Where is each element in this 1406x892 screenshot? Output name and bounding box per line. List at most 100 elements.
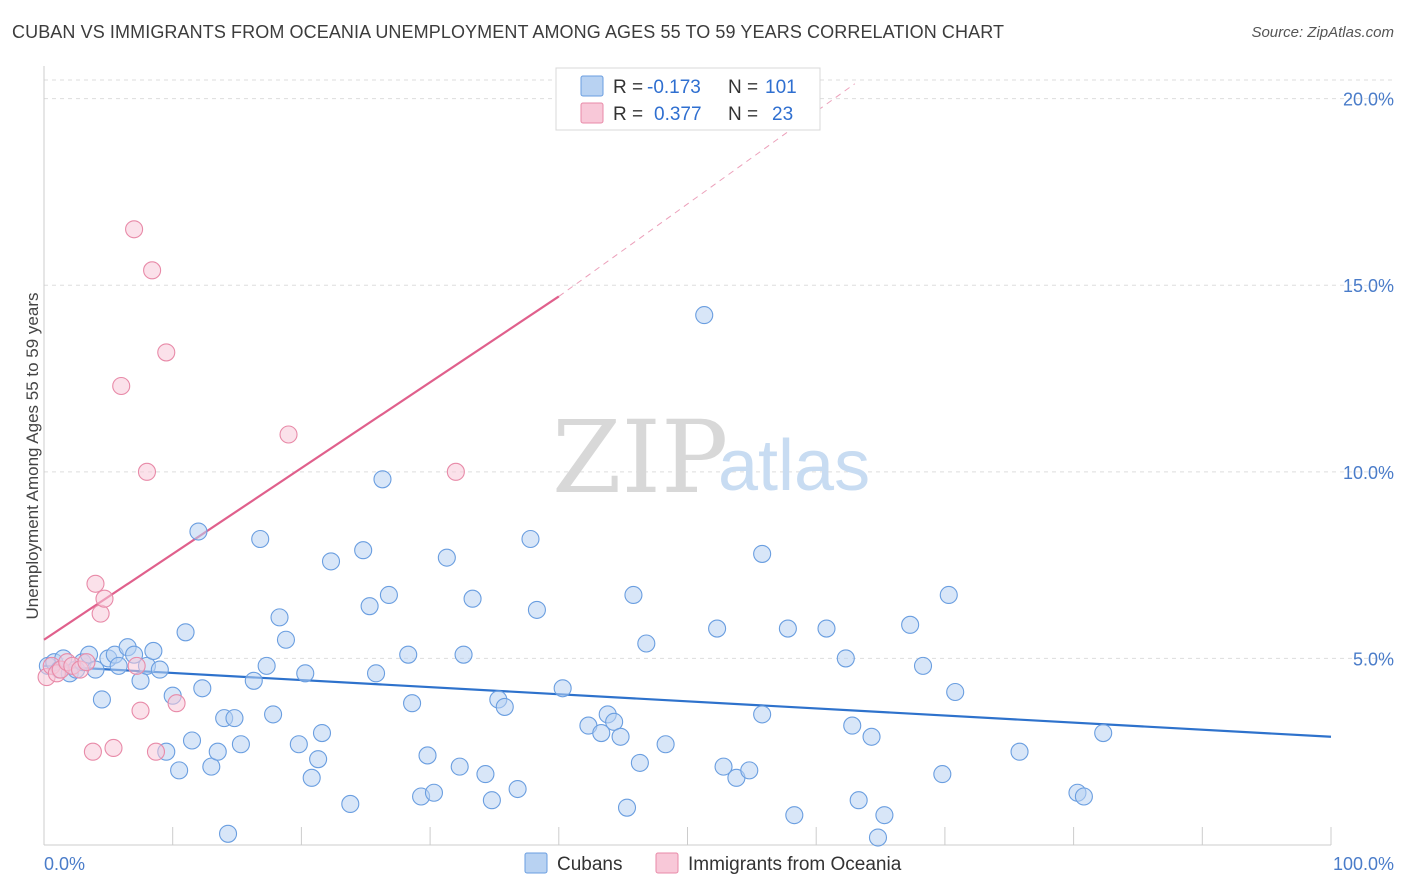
- legend-swatch-oceania: [655, 852, 679, 874]
- cuban-point: [309, 750, 328, 769]
- cuban-point: [624, 585, 643, 605]
- cuban-point: [592, 723, 611, 743]
- cuban-point: [862, 727, 881, 746]
- oceania-point: [104, 738, 123, 758]
- oceania-point: [146, 742, 166, 761]
- oceania-point: [112, 376, 131, 396]
- cuban-point: [418, 746, 437, 765]
- cuban-point: [482, 791, 501, 810]
- oceania-point: [446, 462, 465, 481]
- oceania-point: [143, 261, 162, 280]
- y-tick-label: 10.0%: [1343, 463, 1394, 483]
- legend-label-cubans: Cubans: [557, 854, 623, 875]
- cuban-point: [521, 529, 540, 549]
- cuban-point: [189, 522, 208, 541]
- cuban-point: [150, 660, 169, 679]
- y-tick-labels: 5.0% 10.0% 15.0% 20.0%: [1343, 90, 1394, 670]
- legend-label-oceania: Immigrants from Oceania: [688, 854, 902, 875]
- oceania-point: [127, 656, 146, 675]
- y-axis-label: Unemployment Among Ages 55 to 59 years: [23, 293, 42, 620]
- oceania-trend-extension: [558, 83, 856, 297]
- cuban-point: [321, 552, 341, 571]
- oceania-trend-line: [43, 295, 560, 641]
- cuban-point: [289, 735, 308, 754]
- cuban-point: [109, 656, 128, 675]
- cuban-point: [933, 765, 952, 784]
- cuban-point: [785, 806, 804, 825]
- cuban-point: [695, 306, 714, 325]
- grid-lines: [44, 79, 1394, 659]
- data-points: [37, 220, 1113, 847]
- cuban-point: [817, 619, 836, 638]
- legend-n-label: N =: [728, 104, 758, 125]
- cuban-point: [302, 768, 321, 787]
- cuban-point: [231, 735, 250, 754]
- legend-r-value: 0.377: [654, 104, 702, 125]
- cuban-point: [1094, 723, 1113, 743]
- cuban-point: [366, 664, 386, 683]
- watermark-zip: ZIP: [552, 399, 728, 516]
- oceania-point: [86, 574, 105, 593]
- y-tick-label: 5.0%: [1353, 649, 1394, 669]
- legend-n-value: 23: [772, 104, 793, 125]
- oceania-point: [91, 604, 110, 623]
- cuban-point: [354, 541, 373, 560]
- cuban-point: [218, 824, 238, 843]
- legend-swatch-oceania: [580, 102, 604, 124]
- cuban-point: [264, 705, 283, 724]
- cuban-point: [553, 679, 572, 698]
- cuban-point: [193, 679, 212, 698]
- oceania-point: [125, 220, 144, 239]
- axes: [43, 66, 1332, 846]
- watermark-atlas: atlas: [718, 426, 870, 506]
- oceania-point: [131, 701, 150, 720]
- cuban-point: [836, 649, 855, 668]
- cuban-point: [913, 656, 933, 675]
- oceania-point: [77, 653, 96, 672]
- source-label: Source: ZipAtlas.com: [1251, 24, 1394, 41]
- cuban-point: [843, 716, 862, 735]
- cuban-point: [251, 529, 270, 549]
- legend-swatch-cubans: [524, 852, 548, 874]
- cuban-point: [740, 761, 759, 780]
- y-tick-label: 20.0%: [1343, 90, 1394, 110]
- cuban-point: [611, 727, 630, 746]
- cuban-point: [379, 585, 398, 605]
- cuban-point: [257, 656, 276, 675]
- cuban-point: [708, 619, 727, 638]
- oceania-point: [137, 462, 157, 481]
- cuban-point: [868, 828, 888, 847]
- cuban-point: [244, 671, 263, 690]
- cuban-point: [424, 783, 444, 802]
- legend-r-label: R =: [613, 77, 643, 98]
- chart-title: CUBAN VS IMMIGRANTS FROM OCEANIA UNEMPLO…: [12, 22, 1005, 42]
- cuban-point: [849, 791, 868, 810]
- cuban-point: [399, 645, 418, 664]
- cuban-point: [296, 664, 315, 683]
- cuban-point: [605, 712, 624, 731]
- cuban-point: [437, 548, 456, 567]
- cuban-point: [939, 585, 958, 605]
- cuban-point: [753, 544, 772, 563]
- cuban-point: [202, 757, 221, 776]
- oceania-point: [95, 589, 114, 608]
- cuban-point: [270, 608, 289, 627]
- cuban-point: [1074, 787, 1093, 806]
- legend-n-value: 101: [765, 77, 797, 98]
- cuban-point: [527, 600, 546, 619]
- cuban-point: [170, 761, 189, 780]
- cuban-point: [208, 742, 227, 761]
- cuban-point: [901, 615, 920, 634]
- cuban-point: [450, 757, 469, 776]
- cuban-point: [144, 641, 163, 661]
- oceania-point: [167, 694, 186, 713]
- cuban-point: [753, 705, 772, 724]
- cuban-point: [875, 806, 894, 825]
- cuban-point: [341, 794, 360, 814]
- legend-r-label: R =: [613, 104, 643, 125]
- y-tick-label: 15.0%: [1343, 276, 1394, 296]
- legend-bottom: Cubans Immigrants from Oceania: [524, 852, 902, 875]
- cuban-point: [1010, 742, 1029, 761]
- cuban-point: [946, 682, 965, 702]
- cuban-point: [656, 735, 675, 754]
